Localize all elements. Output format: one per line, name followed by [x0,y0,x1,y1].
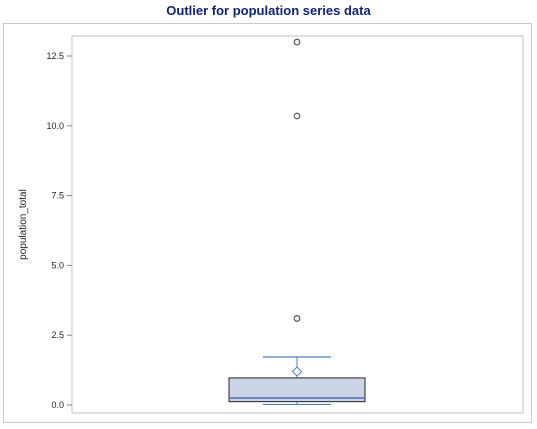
plot-area [228,38,366,406]
y-tick-label: 12.5 [46,51,64,61]
y-tick-label: 10.0 [46,121,64,131]
iqr-box [228,377,366,403]
y-tick-label: 0.0 [51,400,64,410]
mean-marker [291,366,303,377]
y-axis-label: population_total [18,189,29,260]
plot-border [71,35,524,414]
chart-title: Outlier for population series data [166,3,371,18]
y-tick-label: 2.5 [51,330,64,340]
outlier-point [293,38,301,46]
outlier-point [293,315,301,322]
chart-frame [3,23,532,423]
outlier-point [293,112,301,120]
y-axis: 0.0 2.5 5.0 7.5 10.0 12.5 [46,35,524,414]
y-tick-label: 5.0 [51,260,64,270]
y-tick-label: 7.5 [51,191,64,201]
